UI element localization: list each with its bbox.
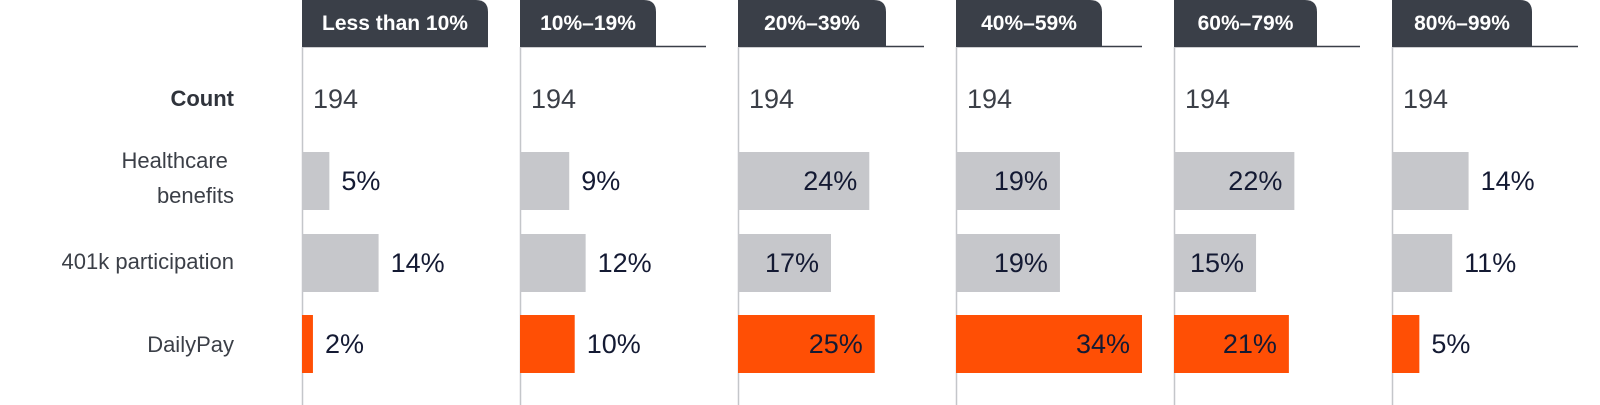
panel-tab-label: 40%–59% xyxy=(981,12,1077,35)
panel-tab-label: Less than 10% xyxy=(322,12,468,35)
data-label: 15% xyxy=(1190,248,1244,278)
bar-401k-participation xyxy=(1392,234,1453,292)
panel-3: 20%–39% 194 24% 17% 25% xyxy=(737,0,924,405)
count-row-label: Count xyxy=(170,86,234,111)
bar-dailypay xyxy=(302,315,313,373)
count-value: 194 xyxy=(313,84,358,114)
data-label: 10% xyxy=(587,329,641,359)
data-label: 21% xyxy=(1223,329,1277,359)
count-value: 194 xyxy=(967,84,1012,114)
healthcare-row-label-line-2: benefits xyxy=(157,183,234,208)
panel-2: 10%–19% 194 9% 12% 10% xyxy=(519,0,706,405)
bar-401k-participation xyxy=(956,234,1060,292)
bar-401k-participation xyxy=(302,234,379,292)
data-label: 22% xyxy=(1228,166,1282,196)
panel-tab xyxy=(302,0,488,47)
401k-row-label: 401k participation xyxy=(62,249,234,274)
panel-tab-label: 60%–79% xyxy=(1198,12,1294,35)
data-label: 12% xyxy=(598,248,652,278)
count-value: 194 xyxy=(1185,84,1230,114)
data-label: 9% xyxy=(581,166,620,196)
bar-dailypay xyxy=(956,315,1142,373)
panel-tab-label: 80%–99% xyxy=(1414,12,1510,35)
bar-dailypay xyxy=(1174,315,1289,373)
dailypay-row-label: DailyPay xyxy=(147,332,234,357)
count-value: 194 xyxy=(1403,84,1448,114)
healthcare-row-label-line-1: Healthcare xyxy=(121,148,227,173)
bar-dailypay xyxy=(1392,315,1420,373)
bar-healthcare-benefits xyxy=(520,152,570,210)
data-label: 19% xyxy=(994,166,1048,196)
data-label: 5% xyxy=(1431,329,1470,359)
panel-tab-label: 20%–39% xyxy=(764,12,860,35)
panel-tab xyxy=(520,0,656,47)
bar-healthcare-benefits xyxy=(738,152,870,210)
data-label: 2% xyxy=(325,329,364,359)
bar-healthcare-benefits xyxy=(302,152,330,210)
bar-healthcare-benefits xyxy=(1174,152,1295,210)
data-label: 17% xyxy=(765,248,819,278)
data-label: 11% xyxy=(1464,248,1516,278)
bar-401k-participation xyxy=(520,234,586,292)
data-label: 5% xyxy=(341,166,380,196)
bar-401k-participation xyxy=(738,234,831,292)
count-value: 194 xyxy=(749,84,794,114)
data-label: 24% xyxy=(803,166,857,196)
data-label: 14% xyxy=(1481,166,1535,196)
healthcare-row-label: Healthcare benefits xyxy=(121,148,234,208)
row-labels: Count Healthcare benefits 401k participa… xyxy=(62,86,235,357)
panel-tab xyxy=(1392,0,1532,47)
count-value: 194 xyxy=(531,84,576,114)
panels: Less than 10%1945%14%2%10%–19%1949%12%10… xyxy=(301,0,1578,405)
panel-tab xyxy=(738,0,886,47)
data-label: 34% xyxy=(1076,329,1130,359)
panel-5: 60%–79% 194 22% 15% 21% xyxy=(1173,0,1360,405)
panel-tab-label: 10%–19% xyxy=(540,12,636,35)
bar-401k-participation xyxy=(1174,234,1257,292)
panel-4: 40%–59% 194 19% 19% 34% xyxy=(955,0,1142,405)
panel-tab xyxy=(956,0,1102,47)
bar-dailypay xyxy=(520,315,575,373)
bar-dailypay xyxy=(738,315,875,373)
panel-6: 80%–99% 194 14% 11% 5% xyxy=(1391,0,1578,405)
panel-1: Less than 10% 194 5% 14% 2% xyxy=(301,0,488,405)
data-label: 14% xyxy=(391,248,445,278)
bar-healthcare-benefits xyxy=(1392,152,1469,210)
bar-healthcare-benefits xyxy=(956,152,1060,210)
data-label: 19% xyxy=(994,248,1048,278)
panel-tab xyxy=(1174,0,1317,47)
data-label: 25% xyxy=(809,329,863,359)
